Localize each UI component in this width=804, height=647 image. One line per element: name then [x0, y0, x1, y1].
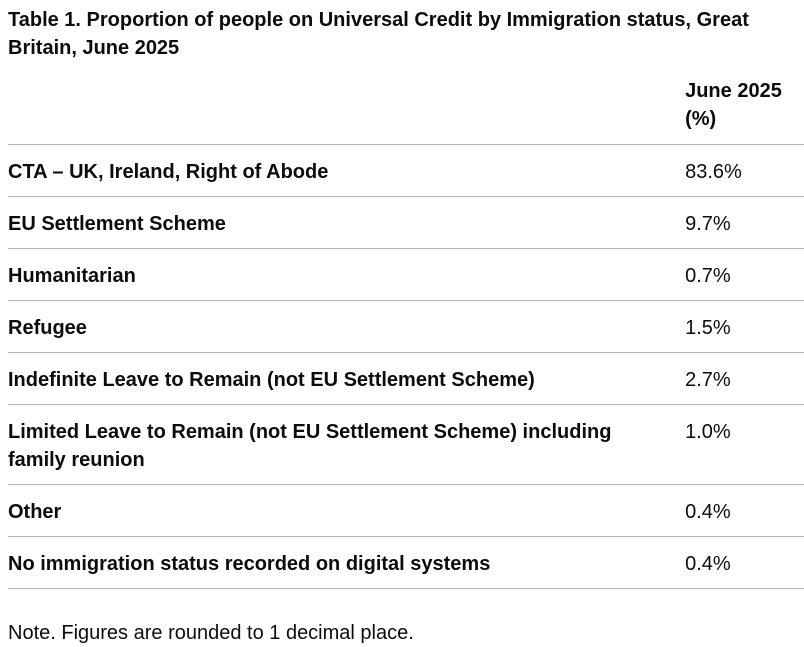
row-label: Limited Leave to Remain (not EU Settleme… — [8, 404, 686, 485]
table-row: Limited Leave to Remain (not EU Settleme… — [8, 404, 804, 485]
row-label: Other — [8, 484, 686, 537]
row-value: 83.6% — [685, 144, 804, 197]
table-row: EU Settlement Scheme 9.7% — [8, 196, 804, 249]
row-label: Indefinite Leave to Remain (not EU Settl… — [8, 352, 686, 405]
row-value: 1.0% — [685, 404, 804, 485]
table-row: Refugee 1.5% — [8, 300, 804, 353]
table-row: Other 0.4% — [8, 484, 804, 537]
table-row: Humanitarian 0.7% — [8, 248, 804, 301]
header-label-cell — [8, 74, 686, 145]
row-value: 9.7% — [685, 196, 804, 249]
table-row: CTA – UK, Ireland, Right of Abode 83.6% — [8, 144, 804, 197]
header-value-cell: June 2025 (%) — [685, 74, 804, 145]
immigration-status-table: June 2025 (%) CTA – UK, Ireland, Right o… — [8, 74, 804, 589]
table-row: No immigration status recorded on digita… — [8, 536, 804, 589]
row-value: 1.5% — [685, 300, 804, 353]
row-label: No immigration status recorded on digita… — [8, 536, 686, 589]
row-value: 0.4% — [685, 536, 804, 589]
row-label: EU Settlement Scheme — [8, 196, 686, 249]
table-row: Indefinite Leave to Remain (not EU Settl… — [8, 352, 804, 405]
row-value: 2.7% — [685, 352, 804, 405]
table-header-row: June 2025 (%) — [8, 74, 804, 145]
row-label: Humanitarian — [8, 248, 686, 301]
row-label: Refugee — [8, 300, 686, 353]
row-value: 0.7% — [685, 248, 804, 301]
row-label: CTA – UK, Ireland, Right of Abode — [8, 144, 686, 197]
table-caption: Table 1. Proportion of people on Univers… — [8, 9, 749, 59]
table-note: Note. Figures are rounded to 1 decimal p… — [8, 622, 414, 644]
row-value: 0.4% — [685, 484, 804, 537]
